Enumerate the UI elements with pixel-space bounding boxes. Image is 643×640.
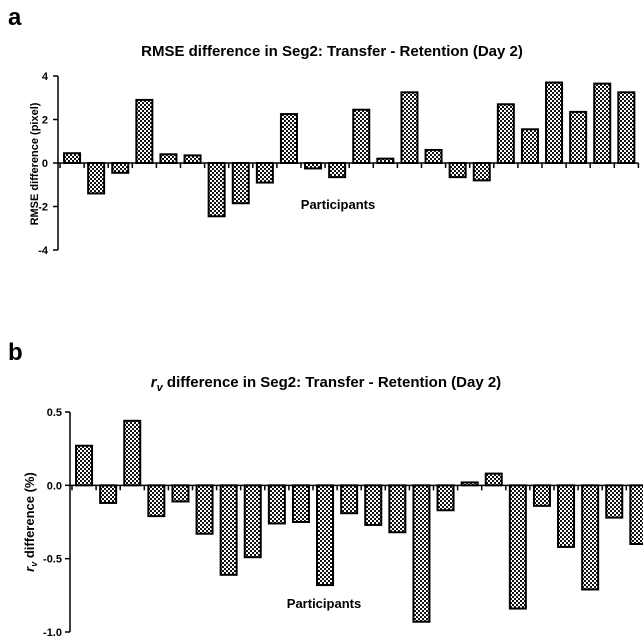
bar: [569, 110, 588, 164]
bar: [340, 484, 359, 515]
bar: [207, 162, 226, 218]
bar: [147, 484, 166, 518]
bar: [629, 484, 643, 546]
chart-a-title: RMSE difference in Seg2: Transfer - Rete…: [141, 43, 523, 60]
bar: [99, 484, 118, 504]
bar: [291, 484, 310, 524]
bar: [75, 444, 94, 487]
chart-a-y-axis: -4 -2 0 2 4: [38, 71, 59, 257]
bar: [231, 162, 250, 205]
bar: [508, 484, 527, 610]
chart-b-y-axis: -1.0 -0.5 0.0 0.5: [43, 407, 71, 639]
y-tick-label: -0.5: [43, 554, 62, 566]
y-tick-label: -4: [38, 245, 49, 257]
bar: [484, 472, 503, 487]
chart-a-x-axis: [58, 162, 640, 168]
chart-b-bars: [75, 419, 643, 623]
bar: [605, 484, 624, 519]
bar: [111, 162, 130, 174]
bar: [183, 154, 202, 164]
y-tick-label: 0.5: [47, 407, 62, 419]
bar: [195, 484, 214, 535]
bar: [267, 484, 286, 525]
bar: [159, 153, 178, 165]
bar: [304, 162, 323, 170]
y-tick-label: 0: [42, 158, 48, 170]
bar: [557, 484, 576, 548]
bar: [448, 162, 467, 179]
bar: [532, 484, 551, 507]
bar: [472, 162, 491, 182]
bar: [593, 82, 612, 164]
bar: [255, 162, 274, 184]
y-tick-label: 0.0: [47, 480, 62, 492]
bar: [352, 108, 371, 164]
bar: [279, 113, 298, 164]
bar: [328, 162, 347, 179]
chart-b-xlabel: Participants: [287, 596, 361, 611]
chart-a-xlabel: Participants: [301, 197, 375, 212]
bar: [412, 484, 431, 623]
bar: [496, 103, 515, 164]
chart-b-title: rv difference in Seg2: Transfer - Retent…: [151, 374, 501, 394]
bar: [581, 484, 600, 591]
chart-b-ylabel: rv difference (%): [22, 472, 39, 572]
bar: [400, 91, 419, 164]
bar: [87, 162, 106, 195]
bar: [424, 148, 443, 164]
panel-label-b: b: [8, 339, 23, 366]
bar: [243, 484, 262, 559]
y-tick-label: -1.0: [43, 627, 62, 639]
bar: [316, 484, 335, 587]
y-tick-label: 4: [42, 71, 49, 83]
bar: [123, 419, 142, 487]
bar: [545, 81, 564, 164]
bar: [364, 484, 383, 526]
bar: [388, 484, 407, 534]
chart-panel-b: b rv difference in Seg2: Transfer - Rete…: [8, 339, 643, 639]
chart-panel-a: a RMSE difference in Seg2: Transfer - Re…: [8, 4, 640, 257]
bar: [520, 128, 539, 165]
panel-label-a: a: [8, 4, 22, 31]
y-tick-label: 2: [42, 115, 48, 127]
bar: [171, 484, 190, 503]
bar: [135, 98, 154, 165]
chart-a-ylabel: RMSE difference (pixel): [29, 102, 41, 225]
bar: [63, 152, 82, 164]
bar: [219, 484, 238, 576]
bar: [436, 484, 455, 512]
bar: [617, 91, 636, 164]
chart-b-x-axis: [70, 484, 643, 491]
y-tick-label: -2: [38, 202, 48, 214]
